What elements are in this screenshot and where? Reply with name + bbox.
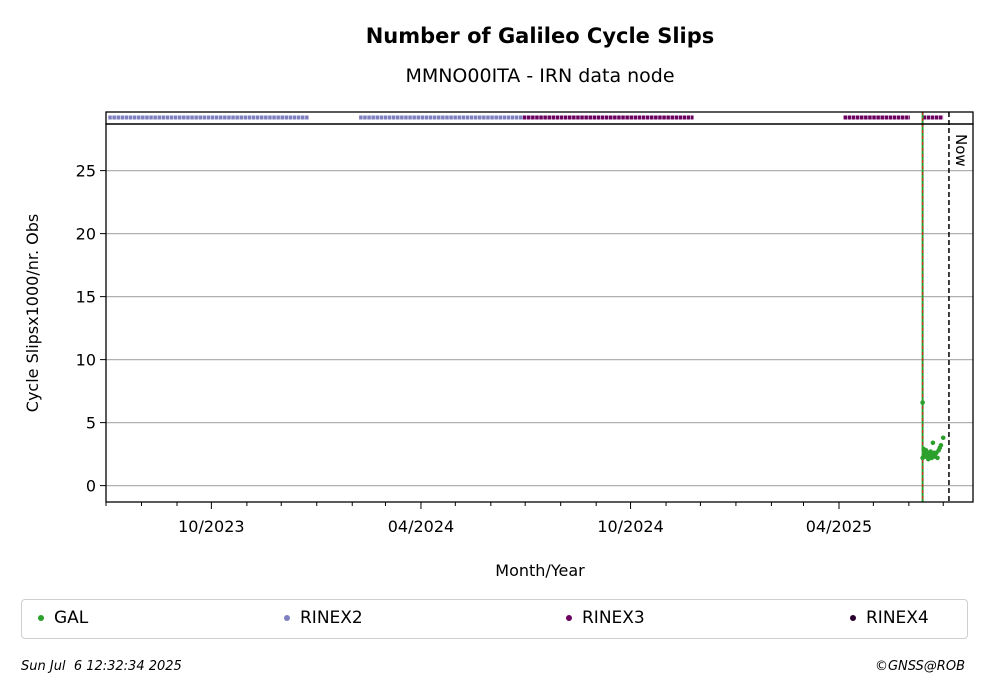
x-axis-label: Month/Year	[495, 561, 585, 580]
legend-marker-icon	[566, 615, 572, 621]
rinex-strip-frame	[105, 111, 974, 125]
chart-title: Number of Galileo Cycle Slips	[366, 24, 715, 48]
legend-marker-icon	[38, 615, 44, 621]
plot-frame	[105, 123, 974, 503]
legend-marker-icon	[850, 615, 856, 621]
legend: GAL RINEX2 RINEX3 RINEX4	[21, 599, 968, 639]
legend-item-rinex3: RINEX3	[566, 608, 645, 628]
data-point-gal	[920, 400, 925, 405]
legend-label: GAL	[54, 608, 89, 628]
now-label: Now	[952, 134, 970, 167]
legend-item-rinex2: RINEX2	[284, 608, 363, 628]
legend-label: RINEX3	[582, 608, 645, 628]
y-tick-label: 20	[76, 225, 96, 244]
y-tick-label: 5	[86, 414, 96, 433]
y-tick-label: 0	[86, 477, 96, 496]
x-tick-label: 10/2024	[597, 517, 663, 536]
chart-subtitle: MMNO00ITA - IRN data node	[405, 65, 674, 87]
footer-copyright: ©GNSS@ROB	[874, 659, 965, 674]
legend-label: RINEX4	[866, 608, 929, 628]
y-axis-label: Cycle Slipsx1000/nr. Obs	[23, 214, 42, 412]
data-point-gal	[940, 435, 946, 441]
y-tick-label: 15	[76, 288, 96, 307]
x-tick-label: 04/2025	[806, 517, 872, 536]
x-tick-label: 04/2024	[388, 517, 454, 536]
legend-item-gal: GAL	[38, 608, 88, 628]
data-point-gal	[935, 455, 940, 461]
data-point-gal	[930, 440, 936, 446]
data-point-gal	[938, 443, 944, 448]
plot-area: 0 5 10 15 20 25 10/2023 04/2024 10/2024 04/2025 No…	[76, 111, 974, 536]
x-tick-label: 10/2023	[178, 517, 244, 536]
legend-item-rinex4: RINEX4	[850, 608, 929, 628]
legend-label: RINEX2	[300, 608, 363, 628]
footer-timestamp: Sun Jul 6 12:32:34 2025	[21, 659, 182, 674]
y-tick-label: 10	[76, 351, 96, 370]
y-tick-label: 25	[76, 162, 96, 181]
legend-marker-icon	[284, 615, 290, 621]
